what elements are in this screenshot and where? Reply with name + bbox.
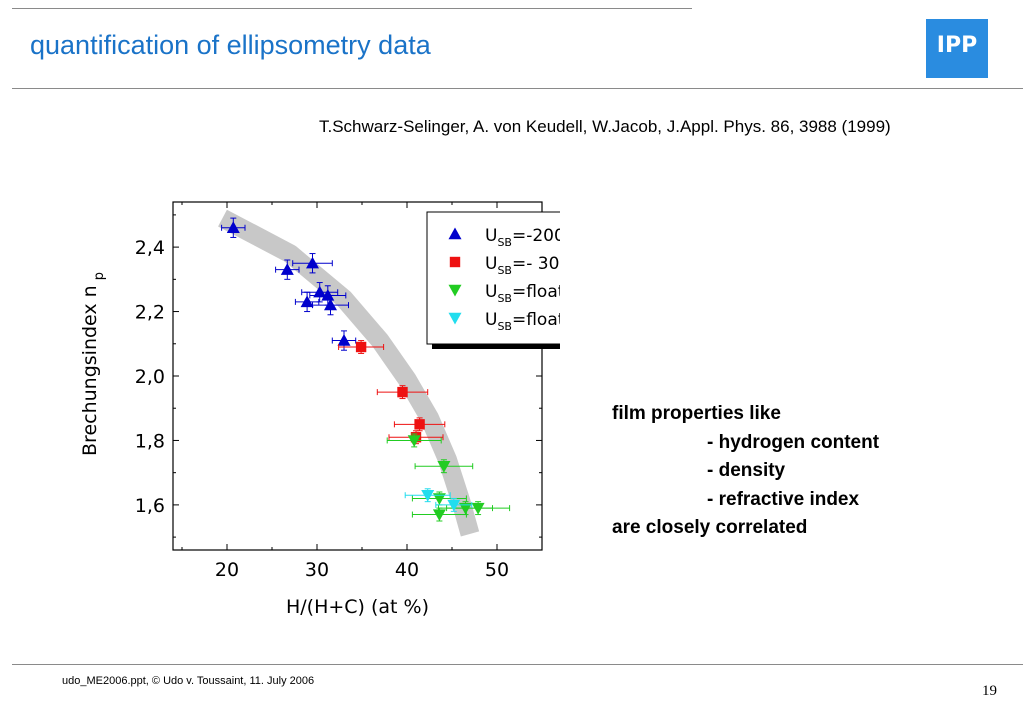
- y-tick-label: 2,0: [135, 366, 165, 388]
- notes-line-5: are closely correlated: [612, 517, 808, 538]
- legend-entry-sub: SB: [497, 236, 512, 249]
- data-point: [459, 502, 472, 515]
- legend-entry-sub: SB: [497, 264, 512, 277]
- y-axis-label-sub: p: [92, 272, 107, 280]
- data-point: [280, 263, 294, 275]
- y-tick-label: 1,8: [135, 430, 165, 452]
- data-point: [432, 493, 446, 505]
- legend-entry-main: U: [485, 226, 497, 246]
- x-axis-label: H/(H+C) (at %): [286, 596, 429, 618]
- data-point: [437, 461, 451, 473]
- data-point: [324, 298, 337, 311]
- chart-container: 20 30 40 50 1,6 1,8 2,0 2,2 2,4 H/(H+C) (at %) Bre…: [60, 180, 697, 640]
- top-rule-left: [12, 8, 692, 9]
- data-point: [321, 288, 335, 301]
- trend-band: [218, 209, 480, 537]
- legend-entry: USB=- 30 V: [485, 254, 560, 277]
- legend-entry: USB=floating: [485, 282, 560, 305]
- data-point: [313, 285, 327, 298]
- x-tick-label: 20: [215, 559, 239, 581]
- ipp-logo-text: IPP: [937, 33, 977, 58]
- data-point: [355, 341, 367, 353]
- legend-entry-sub: SB: [497, 292, 512, 305]
- y-axis-label-main: Brechungsindex n: [79, 285, 101, 456]
- y-tick-label: 1,6: [135, 495, 165, 517]
- notes-line-4: - refractive index: [707, 488, 860, 510]
- data-point: [421, 490, 435, 502]
- x-tick-label: 50: [485, 559, 509, 581]
- x-tick-label: 30: [305, 559, 329, 581]
- legend-marker: [448, 227, 462, 240]
- top-rule: [12, 88, 1023, 89]
- y-tick-label: 2,4: [135, 237, 165, 259]
- series-1: [221, 217, 357, 351]
- citation: T.Schwarz-Selinger, A. von Keudell, W.Ja…: [319, 117, 891, 136]
- legend-entry-sub: SB: [497, 320, 512, 333]
- data-point: [397, 386, 408, 398]
- legend-entry-main: U: [485, 282, 497, 302]
- series-3: [386, 433, 511, 522]
- data-point: [414, 419, 425, 430]
- legend-entry: USB=floating, a-C:D: [485, 310, 560, 333]
- series-4: [404, 488, 473, 512]
- legend-entry-rest: =floating, a-C:D: [512, 310, 560, 330]
- data-point: [447, 499, 461, 512]
- ipp-logo: IPP: [926, 19, 988, 78]
- ipp-logo-graphic: IPP: [937, 33, 977, 58]
- footer-text: udo_ME2006.ppt, © Udo v. Toussaint, 11. …: [62, 675, 315, 687]
- bottom-rule: [12, 664, 1023, 665]
- data-point: [300, 295, 314, 308]
- y-tick-label: 2,2: [135, 302, 165, 324]
- legend-entry: USB=-200 V: [485, 226, 560, 249]
- notes-line-1: film properties like: [612, 403, 781, 424]
- data-point: [432, 509, 446, 522]
- page-number: 19: [982, 683, 997, 699]
- legend-entry-rest: =-200 V: [512, 226, 560, 246]
- data-point: [471, 502, 485, 515]
- data-point: [337, 334, 351, 346]
- y-axis-label: Brechungsindex n p: [79, 272, 107, 456]
- scatter-chart: 20 30 40 50 1,6 1,8 2,0 2,2 2,4 H/(H+C) (at %) Bre…: [79, 201, 697, 618]
- notes-block: film properties like - hydrogen content …: [612, 400, 879, 543]
- legend-marker: [448, 312, 462, 325]
- slide-title: quantification of ellipsometry data: [30, 30, 431, 60]
- data-point: [306, 256, 319, 269]
- notes-line-3: - density: [707, 460, 786, 481]
- legend-entry-main: U: [485, 310, 497, 330]
- legend-marker: [449, 256, 461, 268]
- legend-entry-main: U: [485, 254, 497, 274]
- legend-entry-rest: =- 30 V: [512, 254, 560, 274]
- notes-line-2: - hydrogen content: [707, 431, 880, 453]
- x-tick-label: 40: [395, 559, 419, 581]
- legend-entry-rest: =floating: [512, 282, 560, 302]
- legend-marker: [448, 284, 462, 297]
- data-point: [226, 221, 240, 233]
- data-point: [407, 435, 421, 447]
